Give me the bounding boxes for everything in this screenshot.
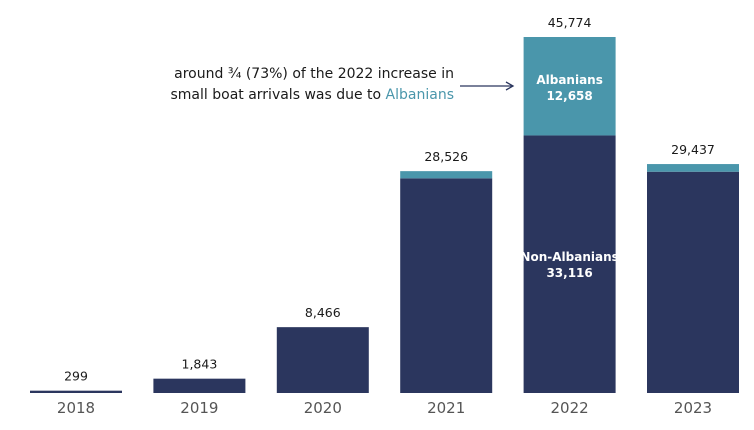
segment-label-non-albanians-name: Non-Albanians [520,250,618,264]
annotation-arrow-head-icon [505,81,515,91]
annotation-line-2: small boat arrivals was due to Albanians [170,87,455,103]
x-tick-2019: 2019 [180,399,218,417]
bar-non-albanians-2020 [276,327,369,393]
x-tick-2023: 2023 [674,399,712,417]
total-label-2021: 28,526 [424,149,468,164]
x-tick-2018: 2018 [57,399,95,417]
annotation-highlight: Albanians [385,87,454,103]
annotation: around ¾ (73%) of the 2022 increase in s… [150,64,455,106]
bar-non-albanians-2022 [523,135,616,393]
total-label-2020: 8,466 [305,305,341,320]
total-label-2019: 1,843 [182,357,218,372]
bar-albanians-2023 [647,164,739,172]
annotation-line-1: around ¾ (73%) of the 2022 increase in [174,66,454,82]
total-label-2022: 45,774 [548,15,592,30]
total-label-2023: 29,437 [671,142,715,157]
segment-label-non-albanians-value: 33,116 [546,266,592,280]
x-tick-2020: 2020 [304,399,342,417]
total-label-2018: 299 [64,369,88,384]
bar-albanians-2022 [523,37,616,136]
segment-label-albanians-value: 12,658 [546,89,592,103]
x-tick-2021: 2021 [427,399,465,417]
bar-non-albanians-2018 [30,390,122,393]
bar-albanians-2021 [400,171,493,179]
bar-non-albanians-2021 [400,178,493,393]
x-tick-2022: 2022 [551,399,589,417]
bar-non-albanians-2023 [647,171,739,393]
segment-label-albanians-name: Albanians [536,73,603,87]
bar-non-albanians-2019 [153,378,246,393]
